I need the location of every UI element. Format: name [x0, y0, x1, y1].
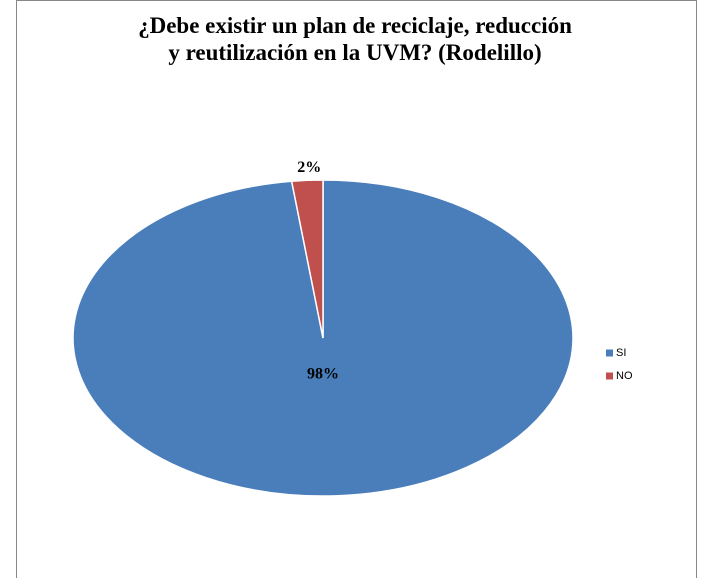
- chart-border: [16, 0, 697, 578]
- legend-swatch: [606, 372, 613, 380]
- legend-label: NO: [616, 370, 633, 382]
- chart-title: ¿Debe existir un plan de reciclaje, redu…: [138, 13, 572, 65]
- legend-label: SI: [616, 347, 626, 359]
- legend-swatch: [606, 349, 613, 357]
- data-label: 98%: [307, 366, 339, 383]
- pie-slice: [290, 179, 324, 339]
- data-label: 2%: [297, 159, 321, 176]
